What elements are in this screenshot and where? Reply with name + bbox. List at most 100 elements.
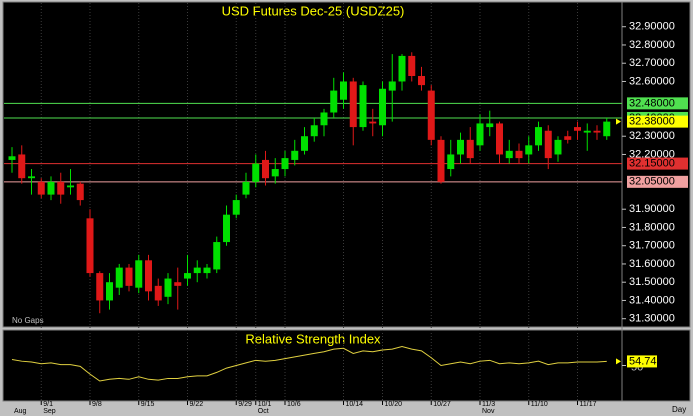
rsi-title: Relative Strength Index (245, 331, 381, 346)
candle-body (603, 121, 611, 137)
level-box (627, 157, 688, 170)
y-tick-label: 31.90000 (629, 203, 675, 215)
x-tick-label: 9/8 (92, 401, 102, 408)
y-tick-label: 32.20000 (629, 148, 675, 160)
candle-body (544, 130, 552, 159)
candle-body (457, 139, 464, 155)
candle-body (593, 130, 601, 133)
candle-body (18, 154, 26, 179)
candle-body (8, 156, 16, 160)
candle-body (359, 85, 367, 128)
note: No Gaps (12, 316, 44, 325)
x-tick-label: 9/22 (190, 401, 204, 408)
x-tick-label: 9/1 (43, 401, 53, 408)
candle-body (525, 145, 533, 155)
candle-body (418, 75, 425, 86)
candle-body (388, 81, 396, 91)
y-tick-label: 32.30000 (629, 130, 675, 142)
x-tick-label: 10/6 (287, 401, 301, 408)
candle-body (437, 139, 445, 182)
level-box (627, 175, 688, 188)
candle-body (496, 123, 503, 155)
candle-body (135, 260, 143, 288)
y-tick-label: 31.80000 (629, 221, 675, 233)
y-tick-label: 31.30000 (629, 313, 675, 325)
rsi-panel (2, 329, 691, 402)
candle-body (184, 273, 191, 279)
candle-body (96, 273, 104, 301)
y-tick-label: 32.70000 (629, 57, 675, 69)
candle-body (427, 90, 435, 140)
candle-body (554, 139, 562, 155)
y-tick-label: 31.70000 (629, 240, 675, 252)
level-label: 32.05000 (629, 176, 675, 188)
month-label: Nov (482, 408, 495, 415)
candle-body (28, 176, 35, 179)
x-tick-label: 11/17 (580, 401, 597, 408)
candle-body (232, 200, 240, 215)
x-tick-label: 10/27 (433, 401, 451, 408)
candle-body (213, 242, 221, 270)
candle-body (486, 123, 494, 128)
candle-body (466, 139, 474, 159)
candle-body (340, 81, 347, 100)
y-tick-label: 32.90000 (629, 21, 675, 33)
rsi-arrow (616, 358, 621, 365)
candle-body (271, 169, 279, 177)
candle-body (37, 181, 45, 195)
y-tick-label: 31.40000 (629, 294, 675, 306)
candle-body (57, 181, 65, 195)
candle-body (115, 267, 123, 288)
candle-body (447, 154, 455, 170)
y-tick-label: 31.60000 (629, 258, 675, 270)
y-tick-label: 32.80000 (629, 39, 675, 51)
x-tick-label: 11/3 (482, 401, 495, 408)
level-label: 32.48000 (629, 97, 675, 109)
candle-body (86, 218, 94, 274)
rsi-last-box (627, 355, 657, 368)
candle-body (291, 150, 299, 160)
candle-body (193, 267, 201, 274)
candle-body (408, 55, 416, 76)
last-price-arrow (616, 118, 621, 125)
candle-body (164, 278, 172, 297)
level-label: 32.15000 (629, 157, 675, 169)
candle-body (310, 125, 318, 137)
month-label: Sep (43, 408, 56, 415)
candle-body (76, 183, 84, 201)
candle-body (47, 181, 55, 195)
x-tick-label: 11/10 (531, 401, 548, 408)
candle-body (262, 159, 269, 179)
level-box (627, 97, 688, 110)
price-panel (2, 1, 691, 328)
candle-body (320, 112, 328, 126)
last-price-label: 32.38000 (629, 116, 675, 128)
candle-body (369, 121, 377, 124)
candle-body (535, 127, 542, 146)
last-price-box (627, 115, 688, 128)
interval-label: Day (672, 405, 686, 414)
candle-body (515, 150, 523, 159)
x-tick-label: 9/29 (238, 401, 252, 408)
rsi-line (11, 346, 607, 382)
y-tick-label: 31.50000 (629, 276, 675, 288)
candle-body (242, 181, 250, 195)
x-tick-label: 10/1 (258, 401, 272, 408)
x-tick-label: 9/15 (141, 401, 155, 408)
month-label: Aug (14, 408, 27, 415)
candle-body (203, 267, 211, 274)
candle-body (301, 136, 308, 151)
candle-body (379, 88, 386, 126)
candle-body (106, 282, 113, 301)
candle-body (564, 136, 572, 140)
candle-body (67, 185, 74, 188)
candle-body (574, 127, 581, 131)
candle-body (125, 267, 133, 286)
rsi-last-label: 54.74 (629, 355, 657, 367)
y-tick-label: 32.60000 (629, 75, 675, 87)
candle-body (330, 90, 338, 113)
x-tick-label: 10/14 (346, 401, 364, 408)
candle-body (145, 260, 152, 292)
candle-body (252, 163, 260, 182)
